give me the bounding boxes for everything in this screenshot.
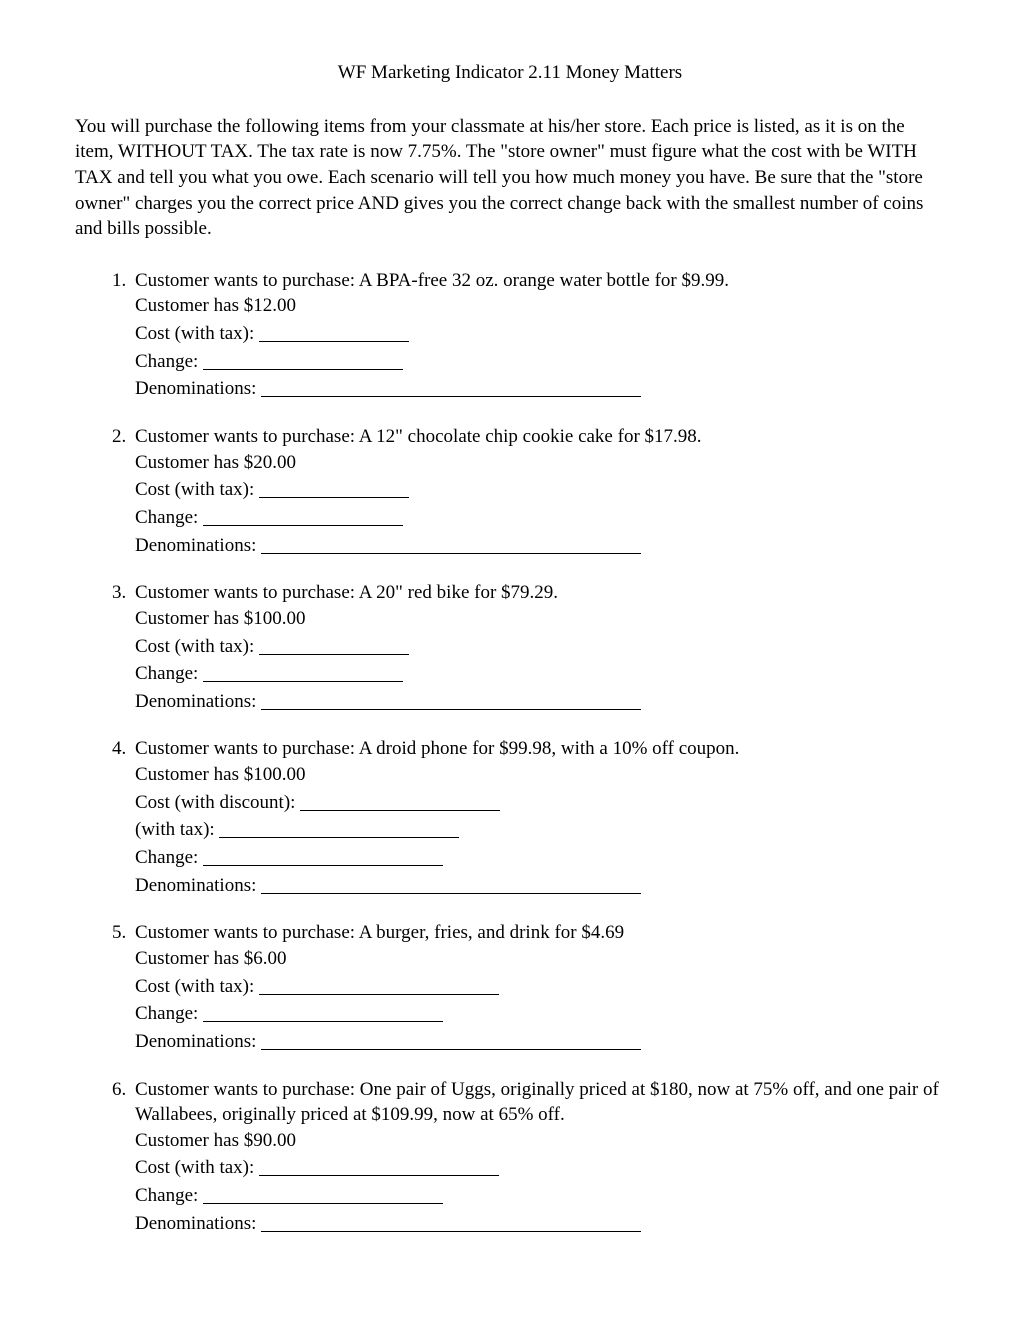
blank-line[interactable] — [259, 1156, 499, 1176]
fill-label: Change: — [135, 507, 203, 528]
fill-row: Change: — [135, 843, 945, 871]
blank-line[interactable] — [261, 1212, 641, 1232]
fill-row: (with tax): — [135, 815, 945, 843]
fill-label: (with tax): — [135, 819, 219, 840]
fill-label: Cost (with tax): — [135, 323, 259, 344]
blank-line[interactable] — [259, 478, 409, 498]
blank-line[interactable] — [300, 791, 500, 811]
intro-paragraph: You will purchase the following items fr… — [75, 114, 945, 242]
fill-label: Cost (with tax): — [135, 636, 259, 657]
blank-line[interactable] — [259, 322, 409, 342]
fill-row: Cost (with tax): — [135, 1153, 945, 1181]
customer-has: Customer has $90.00 — [135, 1128, 945, 1154]
fill-row: Denominations: — [135, 871, 945, 899]
fill-row: Cost (with tax): — [135, 972, 945, 1000]
blank-line[interactable] — [203, 846, 443, 866]
blank-line[interactable] — [259, 635, 409, 655]
fill-label: Denominations: — [135, 691, 261, 712]
question-item: Customer wants to purchase: A BPA-free 3… — [131, 268, 945, 402]
question-prompt: Customer wants to purchase: A 12" chocol… — [135, 424, 945, 450]
fill-row: Change: — [135, 999, 945, 1027]
customer-has: Customer has $100.00 — [135, 606, 945, 632]
fill-label: Cost (with discount): — [135, 792, 300, 813]
blank-line[interactable] — [219, 818, 459, 838]
blank-line[interactable] — [261, 874, 641, 894]
fill-label: Change: — [135, 1185, 203, 1206]
question-prompt: Customer wants to purchase: A 20" red bi… — [135, 580, 945, 606]
blank-line[interactable] — [259, 975, 499, 995]
question-list: Customer wants to purchase: A BPA-free 3… — [75, 268, 945, 1237]
fill-row: Cost (with tax): — [135, 319, 945, 347]
blank-line[interactable] — [261, 377, 641, 397]
fill-row: Change: — [135, 659, 945, 687]
fill-row: Denominations: — [135, 531, 945, 559]
blank-line[interactable] — [261, 690, 641, 710]
fill-label: Denominations: — [135, 875, 261, 896]
question-item: Customer wants to purchase: One pair of … — [131, 1077, 945, 1237]
blank-line[interactable] — [261, 534, 641, 554]
fill-label: Cost (with tax): — [135, 479, 259, 500]
blank-line[interactable] — [203, 506, 403, 526]
fill-label: Change: — [135, 663, 203, 684]
question-prompt: Customer wants to purchase: A BPA-free 3… — [135, 268, 945, 294]
question-item: Customer wants to purchase: A droid phon… — [131, 736, 945, 898]
customer-has: Customer has $100.00 — [135, 762, 945, 788]
fill-label: Denominations: — [135, 1213, 261, 1234]
fill-label: Cost (with tax): — [135, 976, 259, 997]
fill-label: Change: — [135, 847, 203, 868]
fill-row: Change: — [135, 1181, 945, 1209]
blank-line[interactable] — [203, 350, 403, 370]
question-item: Customer wants to purchase: A 12" chocol… — [131, 424, 945, 558]
blank-line[interactable] — [203, 662, 403, 682]
fill-row: Denominations: — [135, 374, 945, 402]
fill-row: Denominations: — [135, 1027, 945, 1055]
customer-has: Customer has $6.00 — [135, 946, 945, 972]
fill-row: Change: — [135, 347, 945, 375]
question-prompt: Customer wants to purchase: A droid phon… — [135, 736, 945, 762]
fill-label: Cost (with tax): — [135, 1157, 259, 1178]
customer-has: Customer has $20.00 — [135, 450, 945, 476]
worksheet-page: WF Marketing Indicator 2.11 Money Matter… — [0, 0, 1020, 1320]
fill-label: Denominations: — [135, 378, 261, 399]
fill-label: Denominations: — [135, 535, 261, 556]
fill-label: Change: — [135, 1003, 203, 1024]
fill-row: Cost (with tax): — [135, 475, 945, 503]
fill-label: Denominations: — [135, 1031, 261, 1052]
fill-row: Denominations: — [135, 1209, 945, 1237]
fill-row: Change: — [135, 503, 945, 531]
blank-line[interactable] — [203, 1184, 443, 1204]
question-prompt: Customer wants to purchase: A burger, fr… — [135, 920, 945, 946]
customer-has: Customer has $12.00 — [135, 293, 945, 319]
question-item: Customer wants to purchase: A burger, fr… — [131, 920, 945, 1054]
page-title: WF Marketing Indicator 2.11 Money Matter… — [75, 60, 945, 86]
blank-line[interactable] — [261, 1030, 641, 1050]
fill-row: Denominations: — [135, 687, 945, 715]
blank-line[interactable] — [203, 1002, 443, 1022]
question-item: Customer wants to purchase: A 20" red bi… — [131, 580, 945, 714]
fill-row: Cost (with tax): — [135, 632, 945, 660]
fill-row: Cost (with discount): — [135, 788, 945, 816]
fill-label: Change: — [135, 351, 203, 372]
question-prompt: Customer wants to purchase: One pair of … — [135, 1077, 945, 1128]
